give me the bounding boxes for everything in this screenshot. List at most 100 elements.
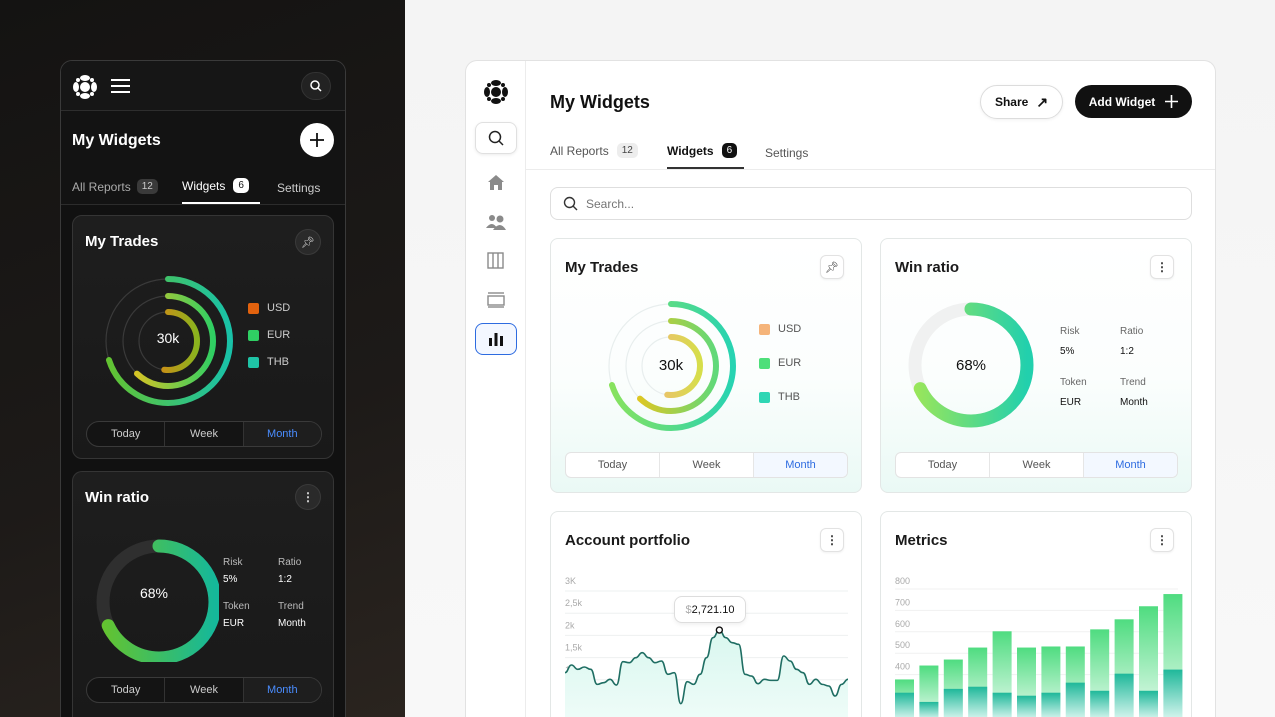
mobile-tabs: All Reports 12 Widgets 6 Settings	[61, 173, 345, 205]
users-icon[interactable]	[486, 214, 506, 230]
sidebar-item-charts[interactable]	[475, 323, 517, 355]
kebab-icon: ⋮	[1156, 533, 1168, 547]
ring-center-value: 30k	[658, 357, 684, 374]
stat-label: Trend	[278, 601, 304, 612]
win-ratio-card: Win ratio ⋮ 68% Risk 5% Ratio 1:2 Token EUR Tr…	[880, 238, 1192, 493]
card-title: My Trades	[85, 233, 159, 250]
stat-value: 1:2	[278, 574, 292, 585]
page-title: My Widgets	[550, 92, 650, 112]
metrics-card: Metrics ⋮ 800 700 600 500 400	[880, 511, 1192, 717]
active-tab-indicator	[667, 167, 744, 169]
more-options-button[interactable]: ⋮	[820, 528, 844, 552]
legend-swatch	[759, 323, 770, 335]
period-today[interactable]: Today	[566, 453, 660, 477]
stat-label: Token	[223, 601, 250, 612]
search-input[interactable]	[586, 196, 1146, 211]
mobile-app: My Widgets All Reports 12 Widgets 6 Settin…	[60, 60, 346, 717]
add-widget-button[interactable]: Add Widget	[1075, 85, 1192, 118]
more-options-button[interactable]: ⋮	[1150, 255, 1174, 279]
y-tick-label: 500	[895, 640, 910, 650]
pin-button[interactable]: 📌︎	[295, 229, 321, 255]
portfolio-line	[564, 629, 849, 705]
legend-label: EUR	[778, 357, 802, 369]
y-tick-label: 400	[895, 662, 910, 672]
pin-button[interactable]: 📌︎	[820, 255, 844, 279]
period-month[interactable]: Month	[243, 678, 321, 702]
card-title: Account portfolio	[565, 532, 690, 549]
card-title: Metrics	[895, 532, 948, 549]
tab-settings[interactable]: Settings	[765, 146, 809, 160]
more-options-button[interactable]: ⋮	[1150, 528, 1174, 552]
y-tick-label: 600	[895, 619, 910, 629]
legend-swatch	[759, 357, 770, 369]
bar-segment	[1041, 692, 1061, 717]
kebab-icon: ⋮	[1156, 260, 1168, 274]
period-selector: Today Week Month	[86, 677, 322, 703]
menu-icon[interactable]	[111, 78, 130, 94]
period-today[interactable]: Today	[87, 422, 166, 446]
tab-widgets[interactable]: Widgets 6	[182, 178, 249, 193]
logo-icon	[484, 80, 508, 104]
period-today[interactable]: Today	[896, 453, 990, 477]
tab-label: All Reports	[72, 179, 131, 194]
period-month[interactable]: Month	[1084, 453, 1177, 477]
stat-label: Risk	[1060, 326, 1080, 337]
period-month[interactable]: Month	[754, 453, 847, 477]
add-widget-button[interactable]	[300, 123, 334, 157]
home-icon[interactable]	[487, 174, 505, 191]
bar-segment	[1163, 669, 1183, 717]
search-button[interactable]	[301, 72, 331, 100]
trades-ring-chart	[103, 276, 233, 406]
stat-ratio: Ratio 1:2	[1120, 326, 1180, 357]
tab-all-reports[interactable]: All Reports 12	[550, 143, 638, 158]
more-options-button[interactable]: ⋮	[295, 484, 321, 510]
tab-all-reports[interactable]: All Reports 12	[72, 179, 158, 194]
highlight-point[interactable]	[715, 626, 724, 634]
columns-icon[interactable]	[487, 252, 504, 269]
bar-segment	[1090, 690, 1110, 717]
period-today[interactable]: Today	[87, 678, 166, 702]
stat-risk: Risk 5%	[1060, 326, 1120, 357]
period-week[interactable]: Week	[990, 453, 1084, 477]
tab-count-badge: 12	[616, 143, 638, 158]
y-tick-label: 2,5k	[565, 598, 583, 608]
legend-item: USD	[759, 323, 801, 335]
tab-widgets[interactable]: Widgets 6	[667, 143, 738, 158]
search-field[interactable]	[550, 187, 1192, 220]
tab-settings[interactable]: Settings	[277, 181, 321, 195]
legend-item: EUR	[248, 329, 290, 341]
monitor-icon[interactable]	[487, 292, 505, 308]
arrow-up-right-icon: ↗	[1036, 93, 1049, 110]
period-month[interactable]: Month	[243, 422, 321, 446]
share-button[interactable]: Share ↗	[980, 85, 1063, 119]
card-title: Win ratio	[895, 259, 960, 276]
sidebar-search-button[interactable]	[475, 122, 517, 154]
stat-value: 5%	[1060, 346, 1075, 357]
period-week[interactable]: Week	[660, 453, 754, 477]
chart-tooltip: $2,721.10	[674, 596, 746, 623]
legend-item: EUR	[759, 357, 801, 369]
sidebar	[466, 61, 526, 717]
y-tick-label: 800	[895, 576, 910, 586]
legend-swatch	[248, 329, 259, 341]
stat-token: Token EUR	[223, 601, 278, 629]
legend-swatch	[248, 356, 259, 368]
add-widget-label: Add Widget	[1088, 94, 1156, 109]
bar-segment	[895, 692, 914, 717]
period-selector: Today Week Month	[895, 452, 1178, 478]
stat-value: 5%	[223, 574, 238, 585]
ring-center-value: 30k	[156, 330, 180, 346]
stat-value: EUR	[1060, 397, 1082, 408]
stat-label: Ratio	[278, 557, 302, 568]
stat-label: Risk	[223, 557, 243, 568]
bar-segment	[1114, 673, 1134, 717]
card-title: My Trades	[565, 259, 639, 276]
bar-segment	[1017, 695, 1036, 717]
win-stats: Risk 5% Ratio 1:2 Token EUR Trend Month	[1060, 326, 1180, 408]
bar-segment	[943, 688, 963, 717]
ring-eur	[623, 318, 719, 414]
legend-item: USD	[248, 302, 290, 314]
search-icon	[310, 80, 322, 92]
period-week[interactable]: Week	[165, 678, 244, 702]
period-week[interactable]: Week	[165, 422, 244, 446]
